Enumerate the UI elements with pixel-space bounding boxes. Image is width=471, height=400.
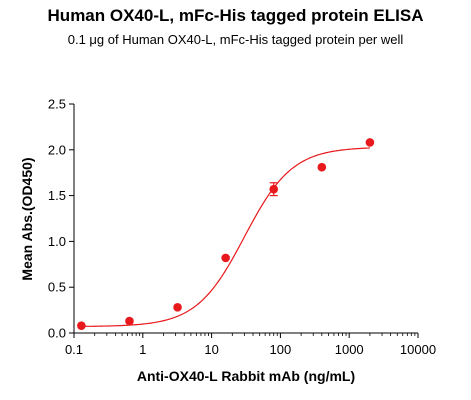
x-tick-label: 100 [270, 342, 292, 357]
data-point [365, 138, 375, 147]
x-tick-label: 10000 [400, 342, 436, 357]
fit-curve [81, 147, 370, 327]
data-point [269, 184, 279, 194]
chart-axes [73, 104, 418, 334]
x-axis-label: Anti-OX40-L Rabbit mAb (ng/mL) [137, 368, 355, 384]
chart-subtitle: 0.1 μg of Human OX40-L, mFc-His tagged p… [67, 32, 404, 47]
data-points [77, 138, 375, 330]
y-tick-label: 0.0 [48, 326, 66, 341]
x-tick-label: 10 [204, 342, 218, 357]
x-tick-label: 0.1 [65, 342, 83, 357]
y-tick-label: 1.0 [48, 234, 66, 249]
data-point [173, 303, 182, 312]
data-point [77, 321, 86, 330]
chart-title: Human OX40-L, mFc-His tagged protein ELI… [47, 6, 424, 25]
data-point [317, 162, 327, 172]
y-tick-label: 2.5 [48, 97, 66, 112]
x-tick-label: 1 [139, 342, 146, 357]
data-point [221, 253, 230, 263]
y-tick-label: 1.5 [48, 188, 66, 203]
y-tick-label: 0.5 [48, 280, 66, 295]
x-tick-label: 1000 [335, 342, 364, 357]
y-axis-label: Mean Abs.(OD450) [19, 157, 35, 280]
data-point [125, 316, 134, 326]
chart-ticks: 0.1 1 10 100 1000 10000 0.0 0.5 1.0 1.5 2.0 2.5 [48, 97, 436, 358]
y-tick-label: 2.0 [48, 142, 66, 157]
